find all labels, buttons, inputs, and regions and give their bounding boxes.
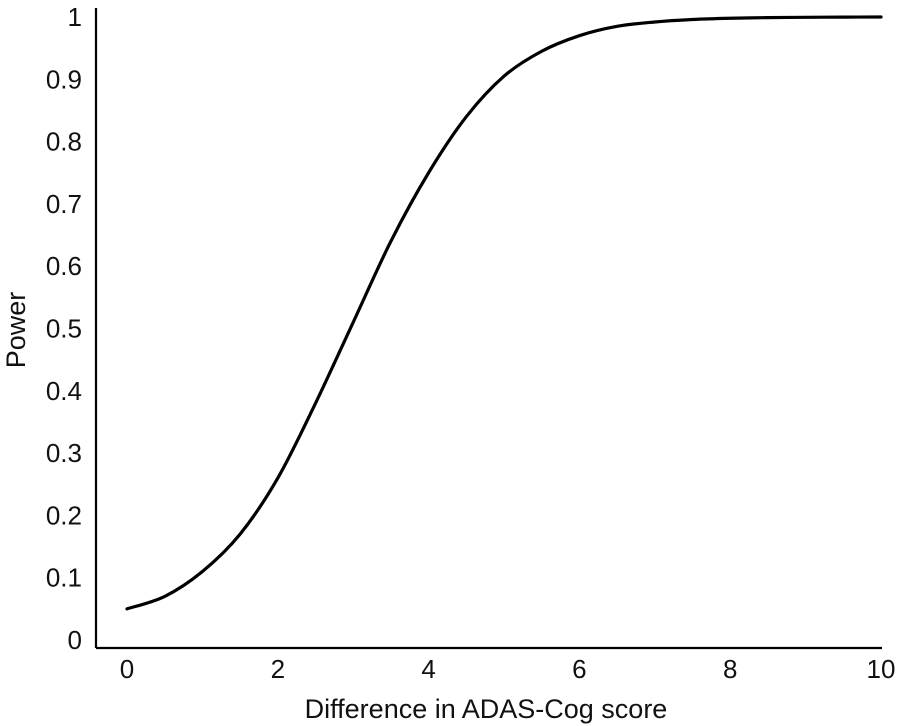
y-tick-label: 0.9 <box>46 64 82 94</box>
x-tick-label: 4 <box>421 654 435 684</box>
y-axis-ticks: 0 0.1 0.2 0.3 0.4 0.5 0.6 0.7 0.8 0.9 1 <box>46 2 82 655</box>
y-axis-title: Power <box>1 292 31 369</box>
x-axis-title: Difference in ADAS-Cog score <box>305 694 668 724</box>
x-tick-label: 0 <box>120 654 134 684</box>
y-tick-label: 0.2 <box>46 500 82 530</box>
y-tick-label: 0.8 <box>46 127 82 157</box>
series-layer <box>125 15 883 611</box>
y-tick-label: 0.6 <box>46 251 82 281</box>
y-tick-label: 0.3 <box>46 438 82 468</box>
x-tick-label: 10 <box>867 654 896 684</box>
x-tick-label: 6 <box>572 654 586 684</box>
y-tick-label: 1 <box>68 2 82 32</box>
y-tick-label: 0.5 <box>46 314 82 344</box>
power-curve-line <box>125 15 883 611</box>
x-tick-label: 8 <box>723 654 737 684</box>
x-tick-label: 2 <box>271 654 285 684</box>
y-tick-label: 0.1 <box>46 563 82 593</box>
axes <box>94 8 882 650</box>
y-tick-label: 0.4 <box>46 376 82 406</box>
y-tick-label: 0 <box>68 625 82 655</box>
x-axis-ticks: 0 2 4 6 8 10 <box>120 654 896 684</box>
y-tick-label: 0.7 <box>46 189 82 219</box>
